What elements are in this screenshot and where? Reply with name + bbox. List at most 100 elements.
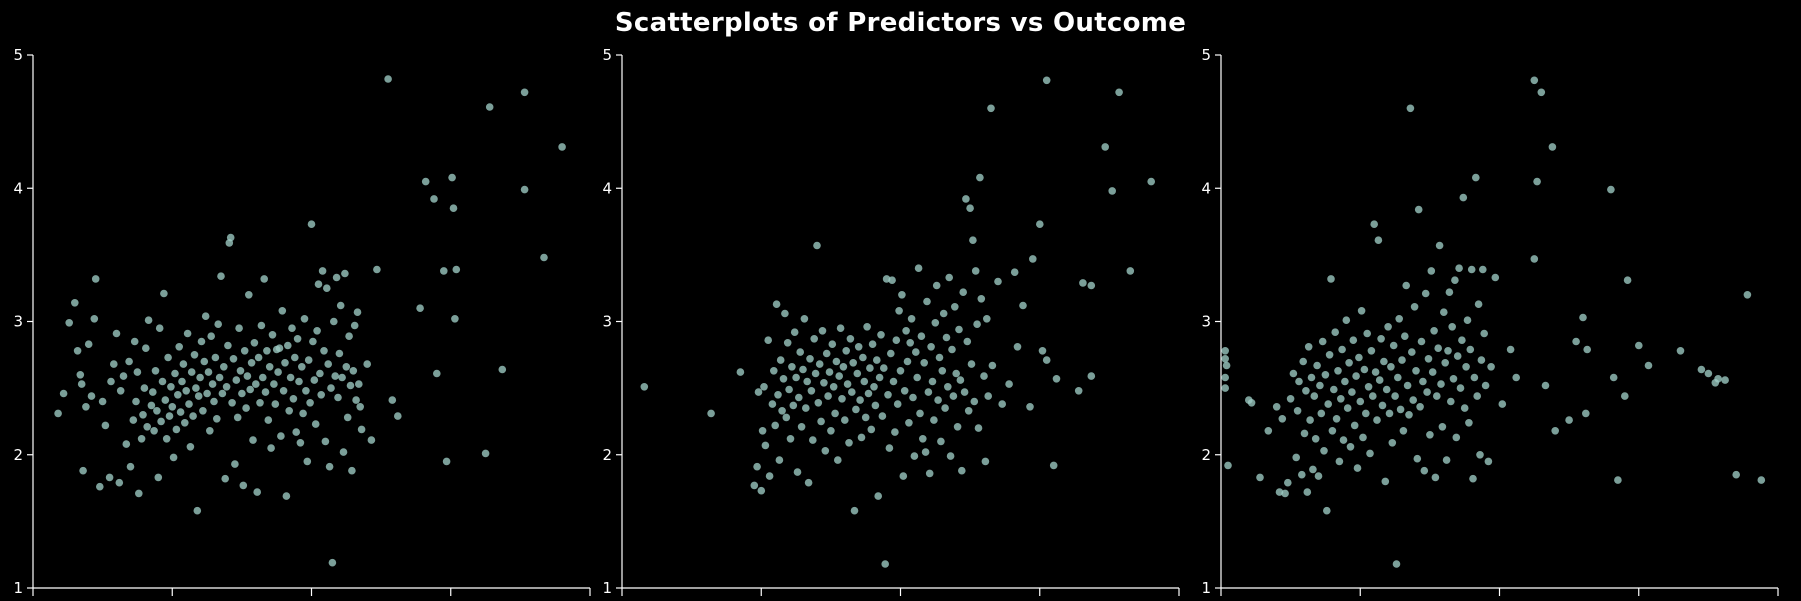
scatter-point: [880, 364, 888, 372]
scatter-point: [909, 393, 917, 402]
scatter-point: [363, 360, 372, 368]
scatter-point: [942, 333, 951, 342]
scatter-point: [245, 291, 253, 299]
scatter-point: [1614, 476, 1622, 484]
scatter-point: [1424, 355, 1433, 363]
scatter-point: [300, 315, 309, 323]
scatter-point: [232, 376, 241, 384]
scatter-point: [1387, 363, 1395, 371]
scatter-point: [1548, 143, 1557, 151]
scatter-point: [270, 380, 278, 388]
scatter-point: [832, 357, 841, 366]
scatter-point: [1357, 307, 1366, 315]
scatter-point: [802, 404, 810, 412]
scatter-point: [856, 396, 864, 404]
scatter-point: [1480, 329, 1488, 338]
scatter-point: [175, 343, 183, 351]
scatter-point: [168, 403, 177, 411]
scatter-point: [1477, 356, 1486, 364]
scatter-point: [1697, 365, 1706, 374]
scatter-point: [1038, 347, 1047, 355]
scatter-point: [1408, 348, 1416, 356]
scatter-point: [1481, 381, 1490, 390]
scatter-point: [169, 453, 178, 462]
scatter-point: [842, 347, 850, 355]
scatter-point: [1506, 345, 1515, 354]
scatter-point: [217, 272, 225, 281]
scatter-point: [757, 486, 766, 495]
scatter-point: [218, 389, 227, 398]
scatter-point: [1743, 291, 1752, 299]
scatter-point: [958, 466, 966, 475]
scatter-point: [107, 377, 115, 386]
scatter-point: [1409, 396, 1417, 404]
scatter-point: [247, 359, 256, 367]
scatter-point: [1530, 255, 1539, 263]
scatter-point: [221, 474, 229, 483]
scatter-point: [452, 265, 461, 274]
scatter-point: [783, 339, 792, 347]
scatter-point: [1221, 373, 1229, 382]
scatter-point: [1052, 375, 1061, 383]
scatter-point: [1013, 343, 1022, 351]
scatter-point: [343, 413, 352, 422]
scatter-point: [167, 383, 175, 391]
scatter-point: [421, 177, 430, 186]
scatter-point: [373, 265, 381, 274]
scatter-point: [160, 289, 168, 298]
scatter-point: [164, 353, 172, 362]
scatter-point: [810, 335, 818, 343]
scatter-point: [841, 416, 849, 424]
scatter-point: [1428, 368, 1437, 376]
y-tick-label: 2: [602, 446, 612, 464]
y-tick-label: 2: [1201, 446, 1211, 464]
scatter-point: [1459, 193, 1468, 202]
scatter-point: [825, 368, 834, 376]
scatter-point: [946, 452, 955, 460]
scatter-point: [1405, 411, 1413, 419]
scatter-point: [776, 356, 785, 364]
scatter-point: [857, 433, 866, 442]
scatter-point: [944, 383, 952, 391]
scatter-point: [1349, 336, 1358, 345]
scatter-point: [956, 376, 965, 384]
scatter-point: [1512, 373, 1520, 382]
scatter-point: [71, 299, 79, 307]
scatter-point: [1451, 276, 1459, 285]
scatter-point: [900, 387, 909, 395]
scatter-point: [775, 456, 784, 464]
scatter-point: [197, 337, 206, 346]
scatter-point: [1420, 466, 1429, 475]
scatter-point: [796, 348, 804, 356]
scatter-point: [126, 462, 135, 471]
scatter-point: [1389, 341, 1398, 350]
scatter-point: [849, 359, 857, 367]
scatter-point: [196, 373, 204, 382]
scatter-point: [1332, 415, 1341, 423]
scatter-point: [213, 415, 221, 423]
scatter-point: [157, 417, 165, 426]
scatter-point: [1370, 220, 1378, 228]
scatter-point: [1431, 473, 1440, 482]
scatter-point: [162, 435, 171, 443]
scatter-point: [79, 466, 87, 475]
scatter-point: [1029, 255, 1037, 263]
scatter-point: [352, 396, 360, 404]
scatter-point: [253, 488, 261, 496]
scatter-point: [1498, 400, 1507, 408]
scatter-point: [824, 392, 832, 400]
scatter-point: [1293, 407, 1302, 415]
scatter-point: [860, 377, 869, 386]
scatter-point: [930, 416, 938, 424]
scatter-point: [1366, 449, 1374, 458]
scatter-point: [275, 344, 284, 353]
scatter-point: [821, 447, 830, 455]
scatter-point: [1434, 344, 1442, 353]
scatter-point: [176, 408, 185, 416]
scatter-point: [242, 404, 250, 412]
scatter-point: [875, 373, 884, 382]
scatter-point: [822, 349, 831, 358]
scatter-point: [835, 372, 843, 380]
scatter-point: [1036, 220, 1044, 228]
scatter-point: [1438, 423, 1447, 431]
